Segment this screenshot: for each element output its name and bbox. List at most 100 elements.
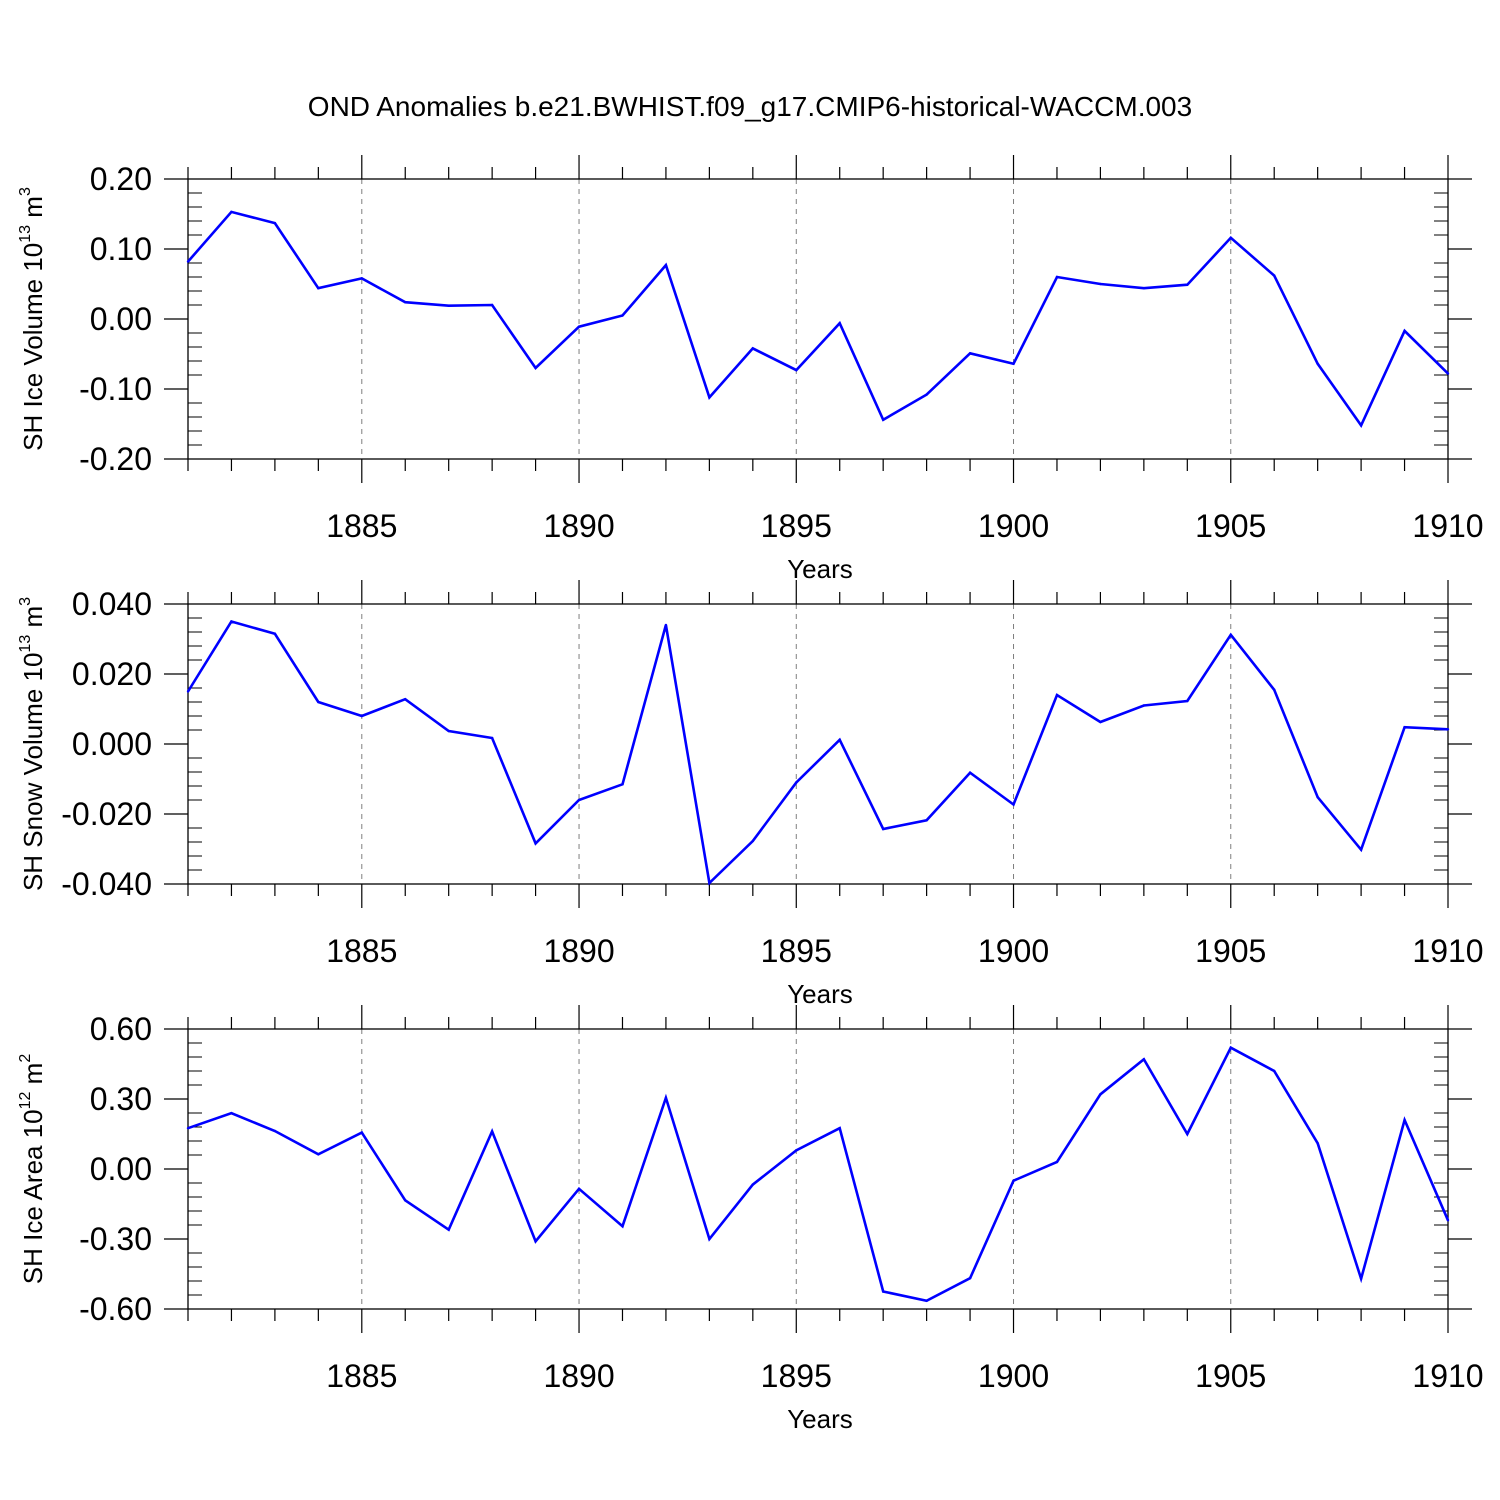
data-point [230,1112,233,1115]
data-point [751,839,755,843]
data-point [577,325,581,328]
data-point [273,632,277,635]
data-point [1142,1058,1146,1061]
data-point [621,783,624,786]
data-point [1012,362,1015,365]
x-tick-label: 1910 [1412,1358,1483,1394]
x-tick-label: 1905 [1195,508,1266,544]
x-tick-label: 1910 [1412,508,1483,544]
data-point [577,1187,581,1191]
data-point [1055,275,1059,279]
y-tick-label: -0.60 [79,1291,152,1327]
x-tick-label: 1895 [761,933,832,969]
data-point [795,781,798,784]
data-point [881,418,885,421]
data-point [1055,693,1059,697]
data-point [534,842,537,845]
data-point [968,352,972,355]
data-point [1186,699,1189,703]
data-point [230,210,233,214]
y-tick-label: 0.20 [90,161,152,197]
x-tick-label: 1900 [978,1358,1049,1394]
y-tick-label: -0.040 [61,866,152,902]
y-tick-label: 0.10 [90,231,152,267]
x-tick-label: 1895 [761,508,832,544]
data-point [1142,287,1146,290]
data-point [490,303,494,307]
data-point [404,301,407,304]
data-point [230,620,233,623]
data-point [751,347,755,350]
series-line-ice-volume [187,210,1449,428]
data-point [1055,1160,1059,1164]
x-axis-title: Years [787,979,853,1009]
y-tick-label: -0.20 [79,441,152,477]
x-tick-label: 1895 [761,1358,832,1394]
data-point [534,366,537,370]
data-point [1359,424,1363,427]
x-tick-label: 1890 [543,933,614,969]
data-point [1142,704,1146,707]
data-point [273,1129,277,1133]
data-point [273,221,277,225]
data-point [1012,803,1015,806]
data-point [1359,1277,1363,1280]
y-axis-title: SH Ice Area 1012 m2 [17,1054,48,1285]
data-point [186,690,190,693]
data-point [404,1199,407,1202]
data-point [1229,236,1232,239]
y-tick-label: -0.10 [79,371,152,407]
data-point [838,322,841,325]
data-point [621,314,624,317]
data-point [968,771,972,774]
x-tick-label: 1890 [543,1358,614,1394]
panel-snow-volume: -0.040 -0.020 0.000 0.020 0.040 1885 1890 1895 1… [17,580,1484,1009]
data-point [881,1290,885,1293]
figure-title: OND Anomalies b.e21.BWHIST.f09_g17.CMIP6… [308,91,1192,122]
x-tick-label: 1890 [543,508,614,544]
data-point [1099,1093,1102,1096]
data-point [1273,688,1276,691]
y-axis-title: SH Snow Volume 1013 m3 [17,597,48,891]
data-point [404,698,407,701]
data-point [1446,1219,1450,1222]
data-point [708,396,711,399]
series-line-ice-area [187,1045,1450,1303]
plot-frame [187,178,1449,460]
data-point [360,1131,363,1134]
data-point [317,287,320,290]
data-point [795,368,798,372]
y-tick-label: 0.60 [90,1011,152,1047]
data-point [1186,283,1189,286]
data-point [1446,728,1450,731]
x-tick-label: 1885 [326,508,397,544]
data-point [186,260,190,263]
panel-ice-area: -0.60 -0.30 0.00 0.30 0.60 1885 1890 1895 1900 19… [17,1005,1484,1434]
data-point [708,1237,711,1241]
data-point [360,277,363,280]
x-tick-label: 1905 [1195,1358,1266,1394]
x-tick-label: 1910 [1412,933,1483,969]
data-point [317,1153,320,1156]
data-point [1446,372,1450,375]
data-point [447,304,450,307]
data-point [664,1096,668,1100]
data-point [968,1277,972,1280]
data-point [577,798,581,802]
panel-ice-volume: -0.20 -0.10 0.00 0.10 0.20 1885 1890 1895 1900 19… [17,155,1484,584]
data-point [621,1224,624,1228]
data-point [1316,1142,1319,1145]
data-point [186,1126,190,1130]
y-tick-label: -0.30 [79,1221,152,1257]
data-point [360,714,363,718]
x-tick-label: 1905 [1195,933,1266,969]
data-point [925,819,928,822]
data-point [1403,1118,1406,1122]
data-point [1099,282,1102,286]
data-point [1316,796,1319,799]
data-point [838,738,841,741]
y-tick-label: 0.30 [90,1081,152,1117]
plot-frame [187,1028,1449,1310]
data-point [925,393,928,396]
